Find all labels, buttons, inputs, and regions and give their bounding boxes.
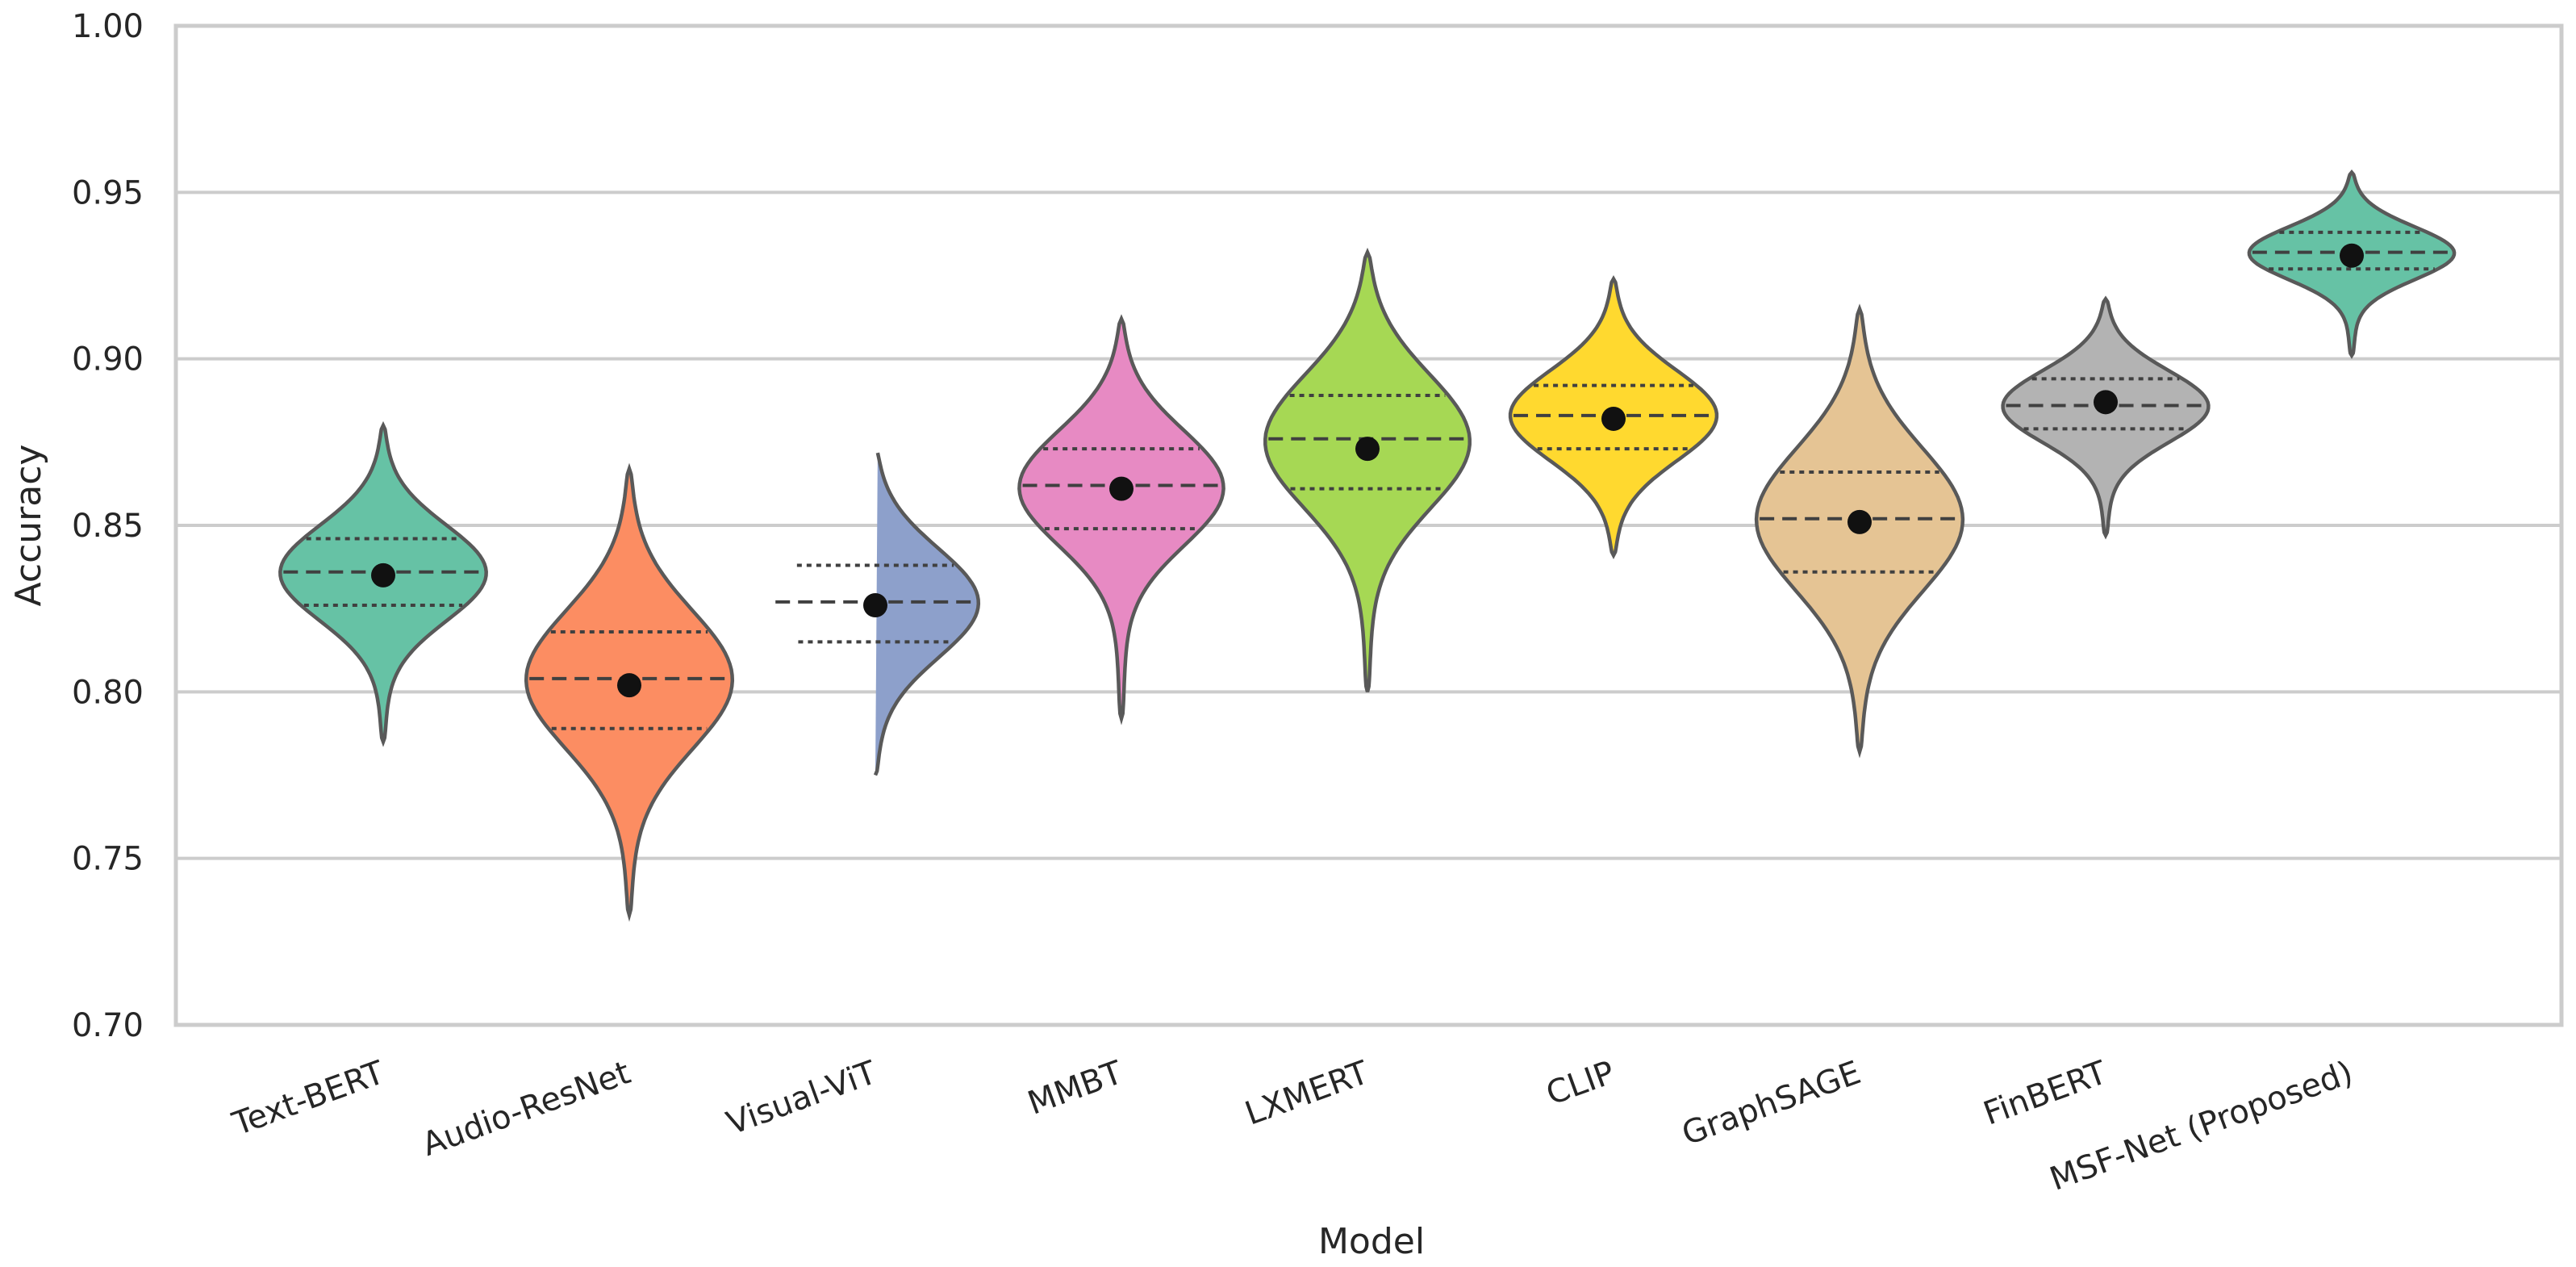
mean-point [371, 562, 395, 588]
y-tick-label: 1.00 [72, 8, 144, 45]
mean-point [2340, 243, 2364, 268]
x-axis-title: Model [1318, 1221, 1425, 1262]
x-tick-label: Audio-ResNet [417, 1054, 635, 1164]
y-tick-label: 0.80 [72, 674, 144, 711]
x-tick-label: Visual-ViT [722, 1054, 882, 1143]
violin-body [1263, 247, 1472, 692]
violin-body [1017, 314, 1225, 725]
y-axis-ticks: 0.70 0.75 0.80 0.85 0.90 0.95 1.00 [72, 8, 144, 1044]
violin-group [2001, 295, 2211, 540]
violin-group [2247, 169, 2457, 359]
violin-group [1263, 247, 1472, 692]
plot-frame [173, 23, 2564, 1027]
violin-group [775, 452, 981, 776]
mean-point [863, 593, 887, 618]
y-tick-label: 0.70 [72, 1007, 144, 1044]
mean-point [617, 673, 641, 698]
violin-group [278, 420, 488, 747]
y-tick-label: 0.75 [72, 841, 144, 878]
x-tick-label: CLIP [1542, 1054, 1620, 1113]
x-tick-label: MMBT [1023, 1054, 1128, 1123]
violins [278, 169, 2457, 922]
x-axis-ticks: Text-BERT Audio-ResNet Visual-ViT MMBT LXMER… [228, 1054, 2358, 1198]
y-tick-label: 0.90 [72, 341, 144, 378]
violin-group [524, 462, 735, 922]
violin-body [2001, 295, 2211, 540]
y-tick-label: 0.85 [72, 508, 144, 545]
mean-point [2094, 390, 2118, 415]
mean-point [1601, 406, 1626, 431]
x-tick-label: LXMERT [1240, 1054, 1373, 1133]
y-axis-title: Accuracy [8, 445, 49, 607]
x-tick-label: FinBERT [1979, 1054, 2112, 1133]
mean-point [1355, 437, 1380, 462]
violin-group [1508, 274, 1719, 559]
x-tick-label: Text-BERT [228, 1054, 390, 1144]
y-tick-label: 0.95 [72, 174, 144, 211]
mean-point [1847, 509, 1872, 534]
violin-body [873, 452, 981, 776]
violin-group [1017, 314, 1225, 725]
violin-group [1754, 303, 1965, 759]
x-tick-label: GraphSAGE [1677, 1054, 1866, 1152]
mean-point [1109, 476, 1134, 501]
